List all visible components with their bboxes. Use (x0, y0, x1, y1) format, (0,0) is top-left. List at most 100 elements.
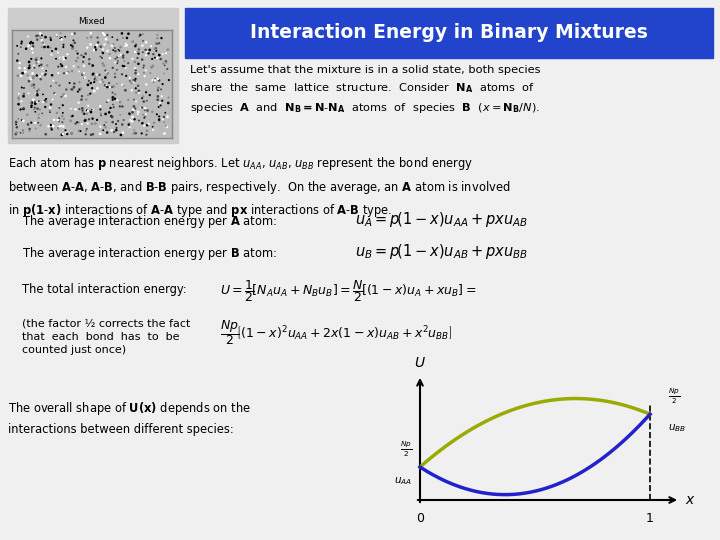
Point (96, 59, 108, 68)
Text: $u_{BB}$: $u_{BB}$ (668, 422, 686, 434)
Point (10, 130, 22, 138)
Point (57, 130, 68, 138)
Point (156, 96, 168, 105)
Point (75, 127, 86, 136)
Point (155, 101, 166, 110)
Point (119, 62, 130, 71)
Text: $\dfrac{Np}{2}\!\left[(1-x)^2 u_{AA} + 2x(1-x)u_{AB} + x^2 u_{BB}\right]$: $\dfrac{Np}{2}\!\left[(1-x)^2 u_{AA} + 2… (220, 318, 452, 347)
Point (60, 129, 72, 137)
Point (66, 112, 77, 121)
Point (140, 38, 152, 46)
Point (37, 64, 48, 73)
Point (116, 29, 127, 38)
Point (32, 118, 44, 127)
Point (107, 96, 118, 104)
Point (104, 108, 115, 117)
Point (55, 34, 67, 43)
Point (158, 69, 169, 78)
Point (24, 127, 35, 136)
Bar (12, 30, 172, 138)
Point (29, 64, 40, 72)
Point (101, 98, 112, 106)
Point (132, 110, 143, 118)
Point (111, 126, 122, 134)
Point (157, 50, 168, 58)
Point (37, 38, 49, 47)
Point (120, 39, 132, 48)
Point (107, 83, 118, 91)
Point (153, 116, 165, 124)
Point (150, 46, 162, 55)
Point (27, 74, 39, 83)
Point (153, 51, 165, 59)
Point (33, 113, 45, 122)
Point (146, 55, 158, 63)
Point (53, 123, 65, 131)
Point (47, 95, 58, 104)
Point (83, 102, 94, 110)
Point (138, 97, 150, 106)
Point (81, 95, 92, 104)
Point (144, 91, 156, 99)
Point (52, 116, 63, 124)
Point (17, 129, 29, 137)
Point (111, 124, 122, 132)
Point (138, 37, 149, 45)
Point (138, 121, 150, 130)
Point (137, 30, 148, 38)
Point (75, 84, 86, 93)
Point (73, 98, 84, 107)
Point (152, 96, 163, 104)
Point (30, 107, 41, 116)
Point (115, 131, 127, 139)
Point (108, 40, 120, 49)
Point (17, 69, 28, 78)
Point (77, 106, 89, 115)
Point (132, 53, 143, 62)
Point (133, 45, 145, 53)
Point (143, 119, 154, 128)
Point (89, 75, 101, 84)
Point (95, 42, 107, 51)
Point (45, 124, 57, 133)
Point (84, 59, 95, 68)
Point (80, 130, 91, 139)
Point (130, 69, 141, 78)
Point (35, 75, 47, 84)
Point (121, 33, 132, 42)
Point (73, 118, 85, 127)
Point (130, 40, 142, 49)
Point (13, 93, 24, 102)
Point (82, 80, 94, 89)
Point (83, 107, 94, 116)
Point (101, 71, 112, 79)
Point (61, 69, 73, 78)
Point (31, 71, 42, 80)
Point (87, 61, 99, 70)
Point (76, 104, 88, 113)
Point (161, 123, 173, 131)
Point (115, 50, 127, 59)
Point (58, 40, 69, 49)
Point (132, 59, 144, 68)
Point (138, 63, 149, 72)
Point (140, 80, 152, 89)
Point (71, 57, 82, 65)
Point (148, 50, 159, 58)
Point (91, 116, 103, 124)
Point (106, 112, 117, 120)
Point (86, 119, 98, 128)
Point (151, 110, 163, 119)
Point (89, 87, 100, 96)
Point (94, 71, 105, 79)
Point (62, 50, 73, 58)
Point (127, 55, 138, 63)
Point (60, 54, 71, 63)
Point (141, 48, 153, 56)
Point (129, 77, 140, 85)
Point (124, 109, 135, 118)
Point (101, 82, 112, 90)
Point (35, 121, 46, 130)
Point (72, 87, 84, 96)
Point (51, 31, 63, 39)
